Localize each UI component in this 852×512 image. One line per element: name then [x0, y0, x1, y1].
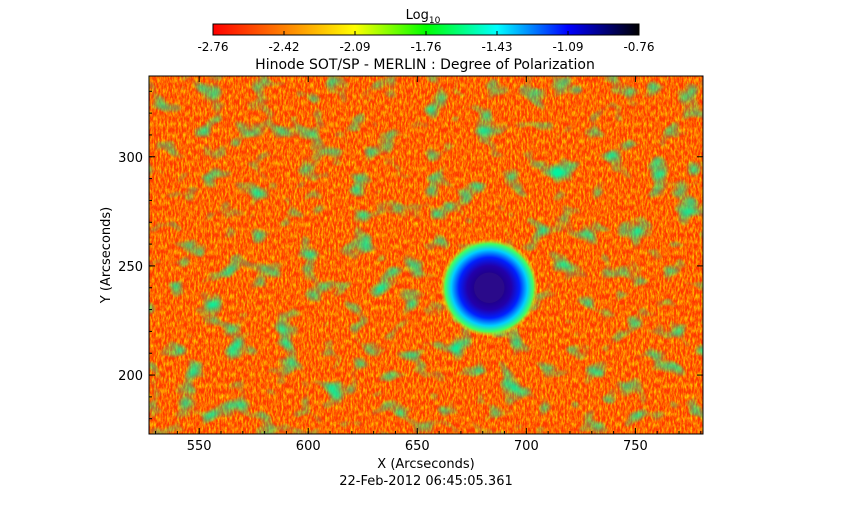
plot-frame — [148, 75, 704, 435]
heatmap-features — [440, 238, 539, 337]
colorbar-tick-label: -2.09 — [339, 40, 370, 54]
x-tick-label: 700 — [514, 439, 539, 454]
timestamp: 22-Feb-2012 06:45:05.361 — [339, 474, 513, 489]
heatmap-image — [149, 76, 703, 434]
sunspot-umbra — [473, 272, 505, 304]
y-axis: 200 250 300 — [118, 90, 703, 420]
colorbar-tick-label: -0.76 — [623, 40, 654, 54]
colorbar-tick-label: -1.76 — [410, 40, 441, 54]
x-tick-label: 650 — [405, 439, 430, 454]
colorbar: Log10 -2.76 -2.42 -2.09 -1.76 -1.43 -1.09 -0.7… — [197, 8, 654, 54]
x-axis-label: X (Arcseconds) — [377, 457, 474, 472]
heatmap-plage — [149, 76, 703, 434]
x-axis: 550 600 650 700 750 — [155, 76, 702, 454]
colorbar-tick-label: -2.76 — [197, 40, 228, 54]
colorbar-tick-label: -2.42 — [268, 40, 299, 54]
colorbar-tick-label: -1.09 — [552, 40, 583, 54]
x-tick-label: 550 — [187, 439, 212, 454]
colorbar-tick-label: -1.43 — [481, 40, 512, 54]
y-axis-label: Y (Arcseconds) — [99, 207, 114, 304]
colorbar-ticks: -2.76 -2.42 -2.09 -1.76 -1.43 -1.09 -0.76 — [197, 31, 655, 54]
y-tick-label: 200 — [118, 369, 143, 384]
x-tick-label: 600 — [296, 439, 321, 454]
x-tick-label: 750 — [623, 439, 648, 454]
colorbar-label: Log10 — [406, 8, 441, 26]
y-tick-label: 250 — [118, 260, 143, 275]
chart-title: Hinode SOT/SP - MERLIN : Degree of Polar… — [255, 57, 595, 73]
y-tick-label: 300 — [118, 151, 143, 166]
